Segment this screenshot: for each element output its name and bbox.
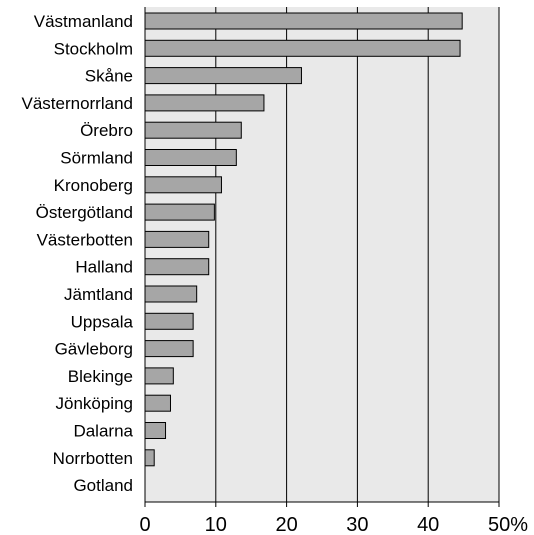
category-label: Jämtland	[64, 285, 133, 304]
x-tick-label: 40	[417, 514, 439, 535]
category-label: Örebro	[80, 121, 133, 140]
x-tick-label: 20	[275, 514, 297, 535]
bar-västmanland	[144, 12, 463, 30]
category-label: Västmanland	[34, 12, 133, 31]
category-label: Dalarna	[73, 422, 133, 441]
bar-blekinge	[144, 367, 174, 385]
category-label: Uppsala	[71, 312, 134, 331]
x-tick-label: 30	[346, 514, 368, 535]
bar-kronoberg	[144, 176, 222, 194]
category-label: Norrbotten	[53, 449, 133, 468]
bar-stockholm	[144, 39, 461, 57]
bar-östergötland	[144, 203, 215, 221]
category-label: Västerbotten	[37, 230, 133, 249]
category-label: Skåne	[85, 67, 133, 86]
bar-skåne	[144, 67, 302, 85]
category-label: Jönköping	[55, 394, 133, 413]
bar-jämtland	[144, 285, 198, 303]
x-tick-label: 50%	[488, 514, 528, 535]
bar-sörmland	[144, 149, 237, 166]
bar-västernorrland	[144, 94, 265, 112]
category-label: Kronoberg	[54, 176, 133, 195]
plot-area-background	[145, 7, 499, 502]
category-label: Västernorrland	[21, 94, 133, 113]
x-tick-label: 0	[139, 514, 150, 535]
bar-jönköping	[144, 394, 171, 412]
category-label: Blekinge	[68, 367, 133, 386]
bar-dalarna	[144, 422, 167, 439]
bar-gävleborg	[144, 340, 194, 358]
bar-västerbotten	[144, 230, 210, 248]
bar-norrbotten	[144, 449, 155, 467]
x-tick-label: 10	[205, 514, 227, 535]
category-label: Sörmland	[60, 149, 133, 168]
category-label: Stockholm	[54, 39, 133, 58]
bar-uppsala	[144, 312, 194, 330]
bar-örebro	[144, 121, 242, 139]
category-label: Halland	[75, 258, 133, 277]
category-label: Gotland	[73, 476, 133, 495]
category-label: Östergötland	[36, 203, 133, 222]
category-label: Gävleborg	[55, 340, 133, 359]
bar-halland	[144, 258, 210, 276]
